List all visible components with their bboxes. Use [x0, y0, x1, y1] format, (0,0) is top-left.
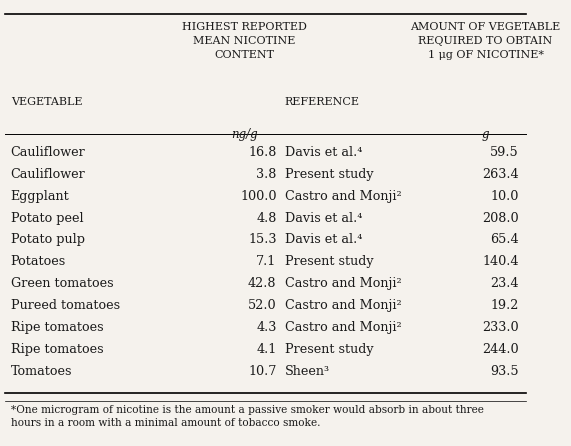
Text: Ripe tomatoes: Ripe tomatoes: [11, 343, 103, 356]
Text: 15.3: 15.3: [248, 233, 276, 247]
Text: 52.0: 52.0: [248, 299, 276, 312]
Text: Potato peel: Potato peel: [11, 211, 83, 225]
Text: Present study: Present study: [284, 168, 373, 181]
Text: 10.7: 10.7: [248, 364, 276, 378]
Text: 100.0: 100.0: [240, 190, 276, 203]
Text: 263.4: 263.4: [482, 168, 518, 181]
Text: Sheen³: Sheen³: [284, 364, 329, 378]
Text: 7.1: 7.1: [256, 255, 276, 268]
Text: VEGETABLE: VEGETABLE: [11, 97, 82, 107]
Text: *One microgram of nicotine is the amount a passive smoker would absorb in about : *One microgram of nicotine is the amount…: [11, 405, 484, 428]
Text: Present study: Present study: [284, 343, 373, 356]
Text: Present study: Present study: [284, 255, 373, 268]
Text: 65.4: 65.4: [490, 233, 518, 247]
Text: 4.8: 4.8: [256, 211, 276, 225]
Text: Cauliflower: Cauliflower: [11, 168, 86, 181]
Text: Castro and Monji²: Castro and Monji²: [284, 299, 401, 312]
Text: Green tomatoes: Green tomatoes: [11, 277, 113, 290]
Text: 42.8: 42.8: [248, 277, 276, 290]
Text: Potato pulp: Potato pulp: [11, 233, 85, 247]
Text: Pureed tomatoes: Pureed tomatoes: [11, 299, 120, 312]
Text: Ripe tomatoes: Ripe tomatoes: [11, 321, 103, 334]
Text: Davis et al.⁴: Davis et al.⁴: [284, 211, 362, 225]
Text: 4.3: 4.3: [256, 321, 276, 334]
Text: 10.0: 10.0: [490, 190, 518, 203]
Text: REFERENCE: REFERENCE: [284, 97, 360, 107]
Text: 93.5: 93.5: [490, 364, 518, 378]
Text: 3.8: 3.8: [256, 168, 276, 181]
Text: Tomatoes: Tomatoes: [11, 364, 72, 378]
Text: Davis et al.⁴: Davis et al.⁴: [284, 146, 362, 159]
Text: 16.8: 16.8: [248, 146, 276, 159]
Text: 4.1: 4.1: [256, 343, 276, 356]
Text: Potatoes: Potatoes: [11, 255, 66, 268]
Text: 233.0: 233.0: [482, 321, 518, 334]
Text: Castro and Monji²: Castro and Monji²: [284, 321, 401, 334]
Text: Davis et al.⁴: Davis et al.⁴: [284, 233, 362, 247]
Text: HIGHEST REPORTED
MEAN NICOTINE
CONTENT: HIGHEST REPORTED MEAN NICOTINE CONTENT: [182, 22, 307, 59]
Text: Castro and Monji²: Castro and Monji²: [284, 277, 401, 290]
Text: AMOUNT OF VEGETABLE
REQUIRED TO OBTAIN
1 μg OF NICOTINE*: AMOUNT OF VEGETABLE REQUIRED TO OBTAIN 1…: [411, 22, 561, 59]
Text: 19.2: 19.2: [490, 299, 518, 312]
Text: 244.0: 244.0: [482, 343, 518, 356]
Text: Cauliflower: Cauliflower: [11, 146, 86, 159]
Text: g: g: [482, 128, 489, 141]
Text: Eggplant: Eggplant: [11, 190, 70, 203]
Text: 59.5: 59.5: [490, 146, 518, 159]
Text: ng/g: ng/g: [231, 128, 258, 141]
Text: 208.0: 208.0: [482, 211, 518, 225]
Text: Castro and Monji²: Castro and Monji²: [284, 190, 401, 203]
Text: 140.4: 140.4: [482, 255, 518, 268]
Text: 23.4: 23.4: [490, 277, 518, 290]
